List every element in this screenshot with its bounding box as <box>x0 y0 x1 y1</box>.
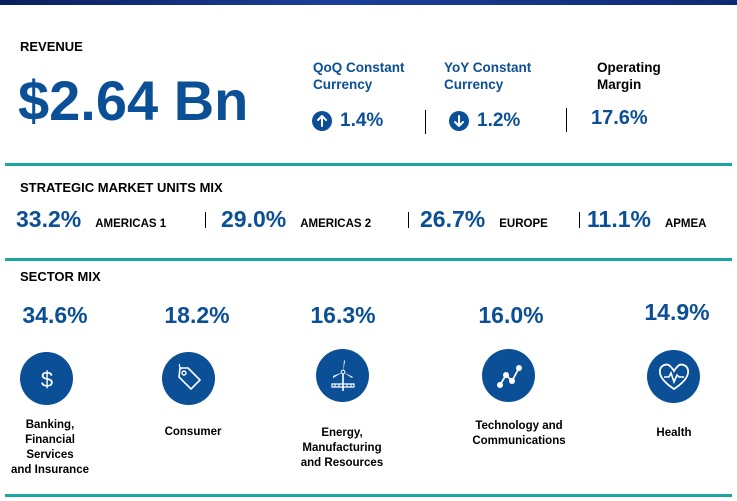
metric-separator <box>566 108 567 132</box>
yoy-value: 1.2% <box>449 110 520 132</box>
sector-health: 14.9% <box>637 299 717 326</box>
section-divider <box>5 494 732 497</box>
wind-turbine-icon <box>316 349 369 402</box>
sector-banking: 34.6% <box>15 302 95 329</box>
arrow-down-icon <box>449 111 469 131</box>
sector-section-title: SECTOR MIX <box>20 269 101 284</box>
revenue-amount: $2.64 Bn <box>18 69 249 132</box>
section-divider <box>5 258 732 261</box>
heartbeat-icon <box>647 350 700 403</box>
smu-row: 33.2% AMERICAS 1 29.0% AMERICAS 2 26.7% … <box>16 206 731 236</box>
smu-name: AMERICAS 2 <box>300 218 372 230</box>
yoy-percent: 1.2% <box>477 110 521 131</box>
revenue-section-title: REVENUE <box>20 39 83 54</box>
smu-americas-2: 29.0% AMERICAS 2 <box>221 206 371 233</box>
sector-percent: 16.3% <box>310 302 376 328</box>
price-tag-icon <box>162 352 215 405</box>
dollar-icon: $ <box>20 352 73 405</box>
sector-percent: 34.6% <box>22 302 88 328</box>
smu-separator <box>205 212 206 228</box>
sector-label-banking: Banking, Financial Services and Insuranc… <box>11 419 89 476</box>
sector-percent: 18.2% <box>164 302 230 328</box>
smu-name: AMERICAS 1 <box>95 218 167 230</box>
sector-consumer: 18.2% <box>157 302 237 329</box>
qoq-label: QoQ Constant Currency <box>313 60 405 92</box>
top-banner-strip <box>0 0 737 5</box>
smu-name: EUROPE <box>499 218 548 230</box>
sector-percent: 14.9% <box>644 299 710 325</box>
smu-percent: 11.1% <box>587 206 651 232</box>
svg-text:$: $ <box>40 367 52 392</box>
smu-americas-1: 33.2% AMERICAS 1 <box>16 206 166 233</box>
sector-label-consumer: Consumer <box>164 426 222 438</box>
smu-percent: 33.2% <box>16 206 82 232</box>
operating-margin-value: 17.6% <box>591 107 648 129</box>
sector-percent: 16.0% <box>478 302 544 328</box>
smu-percent: 29.0% <box>221 206 287 232</box>
sector-energy: 16.3% <box>303 302 383 329</box>
smu-separator <box>408 212 409 228</box>
yoy-label: YoY Constant Currency <box>444 60 532 92</box>
section-divider <box>5 163 732 166</box>
sector-technology: 16.0% <box>471 302 551 329</box>
arrow-up-icon <box>312 111 332 131</box>
sector-label-energy: Energy, Manufacturing and Resources <box>300 427 384 469</box>
qoq-percent: 1.4% <box>340 110 384 131</box>
metric-separator <box>425 110 426 134</box>
smu-percent: 26.7% <box>420 206 486 232</box>
operating-margin-label: Operating Margin <box>597 60 661 92</box>
smu-apmea: 11.1% APMEA <box>587 206 706 233</box>
smu-name: APMEA <box>664 218 707 230</box>
sector-label-health: Health <box>656 427 692 439</box>
network-graph-icon <box>482 349 535 402</box>
smu-europe: 26.7% EUROPE <box>420 206 548 233</box>
smu-separator <box>579 212 580 228</box>
sector-label-technology: Technology and Communications <box>472 420 566 447</box>
smu-section-title: STRATEGIC MARKET UNITS MIX <box>20 180 223 195</box>
qoq-value: 1.4% <box>312 110 383 132</box>
